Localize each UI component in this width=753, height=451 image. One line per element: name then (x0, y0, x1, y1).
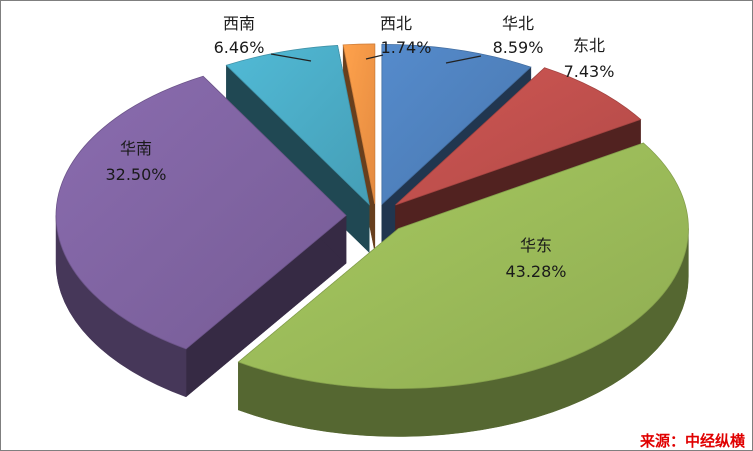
slice-华北[interactable] (381, 43, 532, 206)
slice-label-value: 43.28% (505, 262, 566, 281)
slice-label-name: 东北 (573, 36, 605, 55)
leader-line (445, 55, 482, 64)
slice-华南[interactable] (55, 75, 347, 350)
slice-label-value: 8.59% (493, 38, 544, 57)
slice-label-name: 西北 (380, 14, 412, 33)
slice-label-name: 华东 (520, 236, 552, 255)
slice-label-value: 1.74% (381, 38, 432, 57)
slice-华东[interactable] (237, 142, 689, 389)
slice-东北[interactable] (395, 67, 642, 206)
slice-西南[interactable] (225, 45, 370, 206)
leader-line (270, 53, 312, 62)
slice-西北[interactable] (342, 43, 376, 204)
slice-label-name: 西南 (223, 14, 255, 33)
slice-label-value: 6.46% (214, 38, 265, 57)
slice-label-name: 华南 (120, 139, 152, 158)
slice-label-value: 7.43% (564, 62, 615, 81)
slice-label-name: 华北 (502, 14, 534, 33)
slice-label-value: 32.50% (105, 165, 166, 184)
leader-line (365, 54, 384, 60)
source-note: 来源：中经纵横 (639, 432, 746, 450)
